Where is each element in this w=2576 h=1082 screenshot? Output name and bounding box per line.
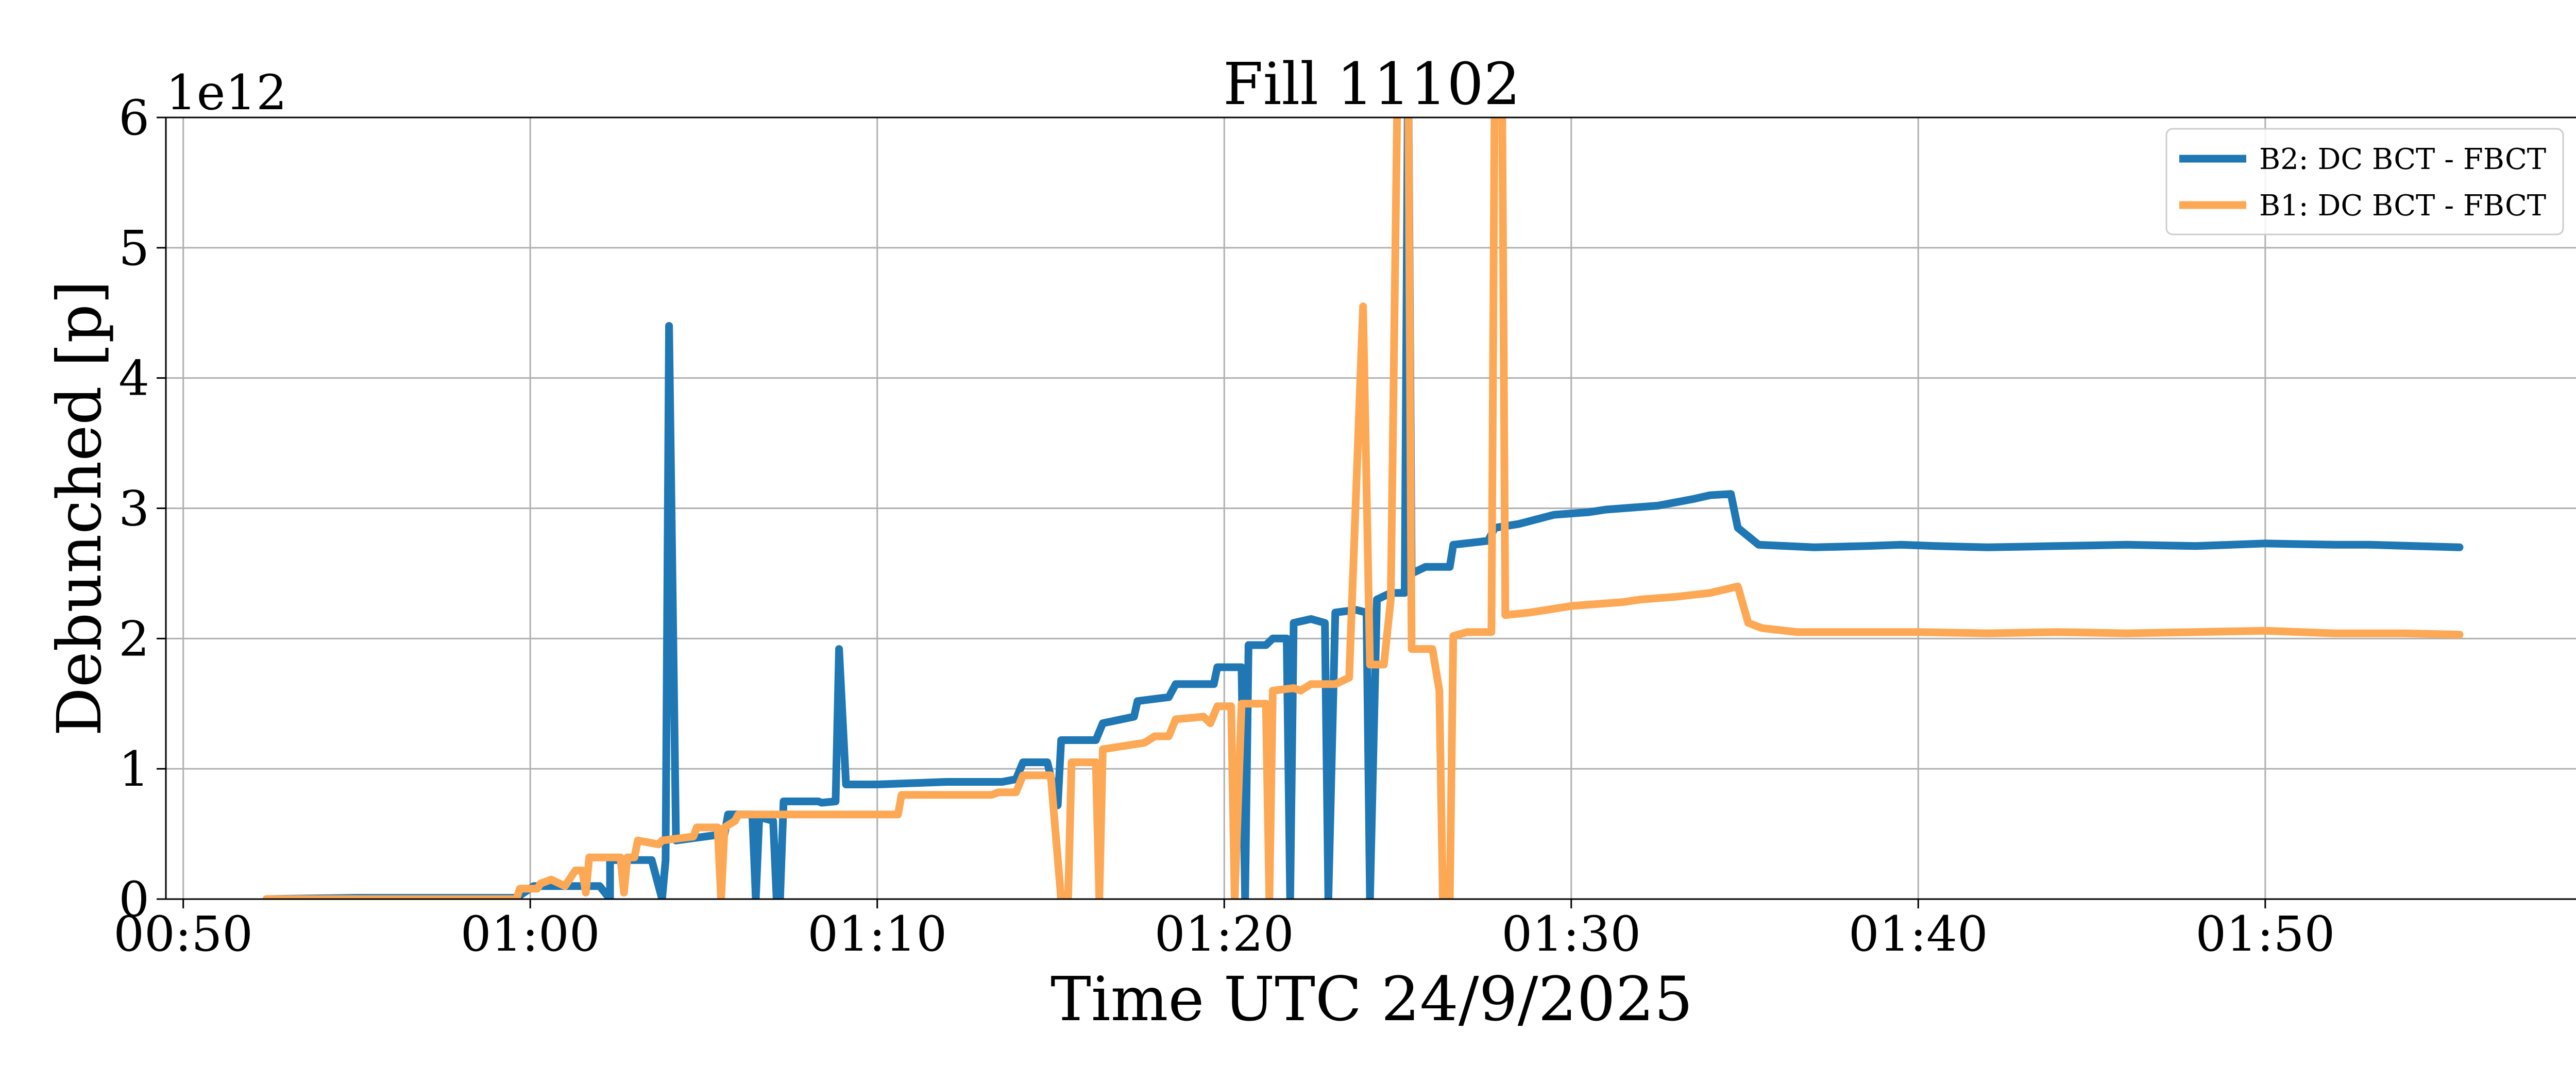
y-tick-label: 5	[118, 221, 149, 277]
legend-label: B1: DC BCT - FBCT	[2259, 189, 2546, 223]
x-axis-label: Time UTC 24/9/2025	[1050, 963, 1693, 1035]
y-axis-label: Debunched [p]	[44, 280, 115, 736]
x-tick-label: 00:50	[113, 906, 253, 962]
y-tick-label: 3	[118, 481, 149, 537]
y-axis-offset-label: 1e12	[166, 65, 287, 121]
chart-title: Fill 11102	[1223, 51, 1520, 118]
x-tick-label: 01:50	[2195, 906, 2335, 962]
y-tick-label: 4	[118, 351, 149, 407]
x-tick-label: 01:40	[1849, 906, 1988, 962]
x-tick-label: 01:30	[1501, 906, 1641, 962]
legend-label: B2: DC BCT - FBCT	[2259, 143, 2546, 176]
legend-box	[2165, 128, 2564, 235]
axis-ticks: 00:50 01:00 01:10 01:20 01:30 01:40 01:50 0 1 2 3 4…	[113, 90, 2335, 962]
series-lines	[262, 117, 2464, 899]
x-tick-label: 01:20	[1155, 906, 1294, 962]
x-tick-label: 01:00	[461, 906, 600, 962]
y-tick-label: 0	[118, 872, 149, 928]
series-line-b2	[262, 117, 2464, 899]
legend: B2: DC BCT - FBCT B1: DC BCT - FBCT	[2165, 128, 2564, 235]
y-tick-label: 1	[118, 741, 149, 798]
y-tick-label: 6	[118, 90, 149, 146]
y-tick-label: 2	[118, 611, 149, 667]
series-line-b1	[262, 117, 2464, 899]
x-tick-label: 01:10	[807, 906, 947, 962]
